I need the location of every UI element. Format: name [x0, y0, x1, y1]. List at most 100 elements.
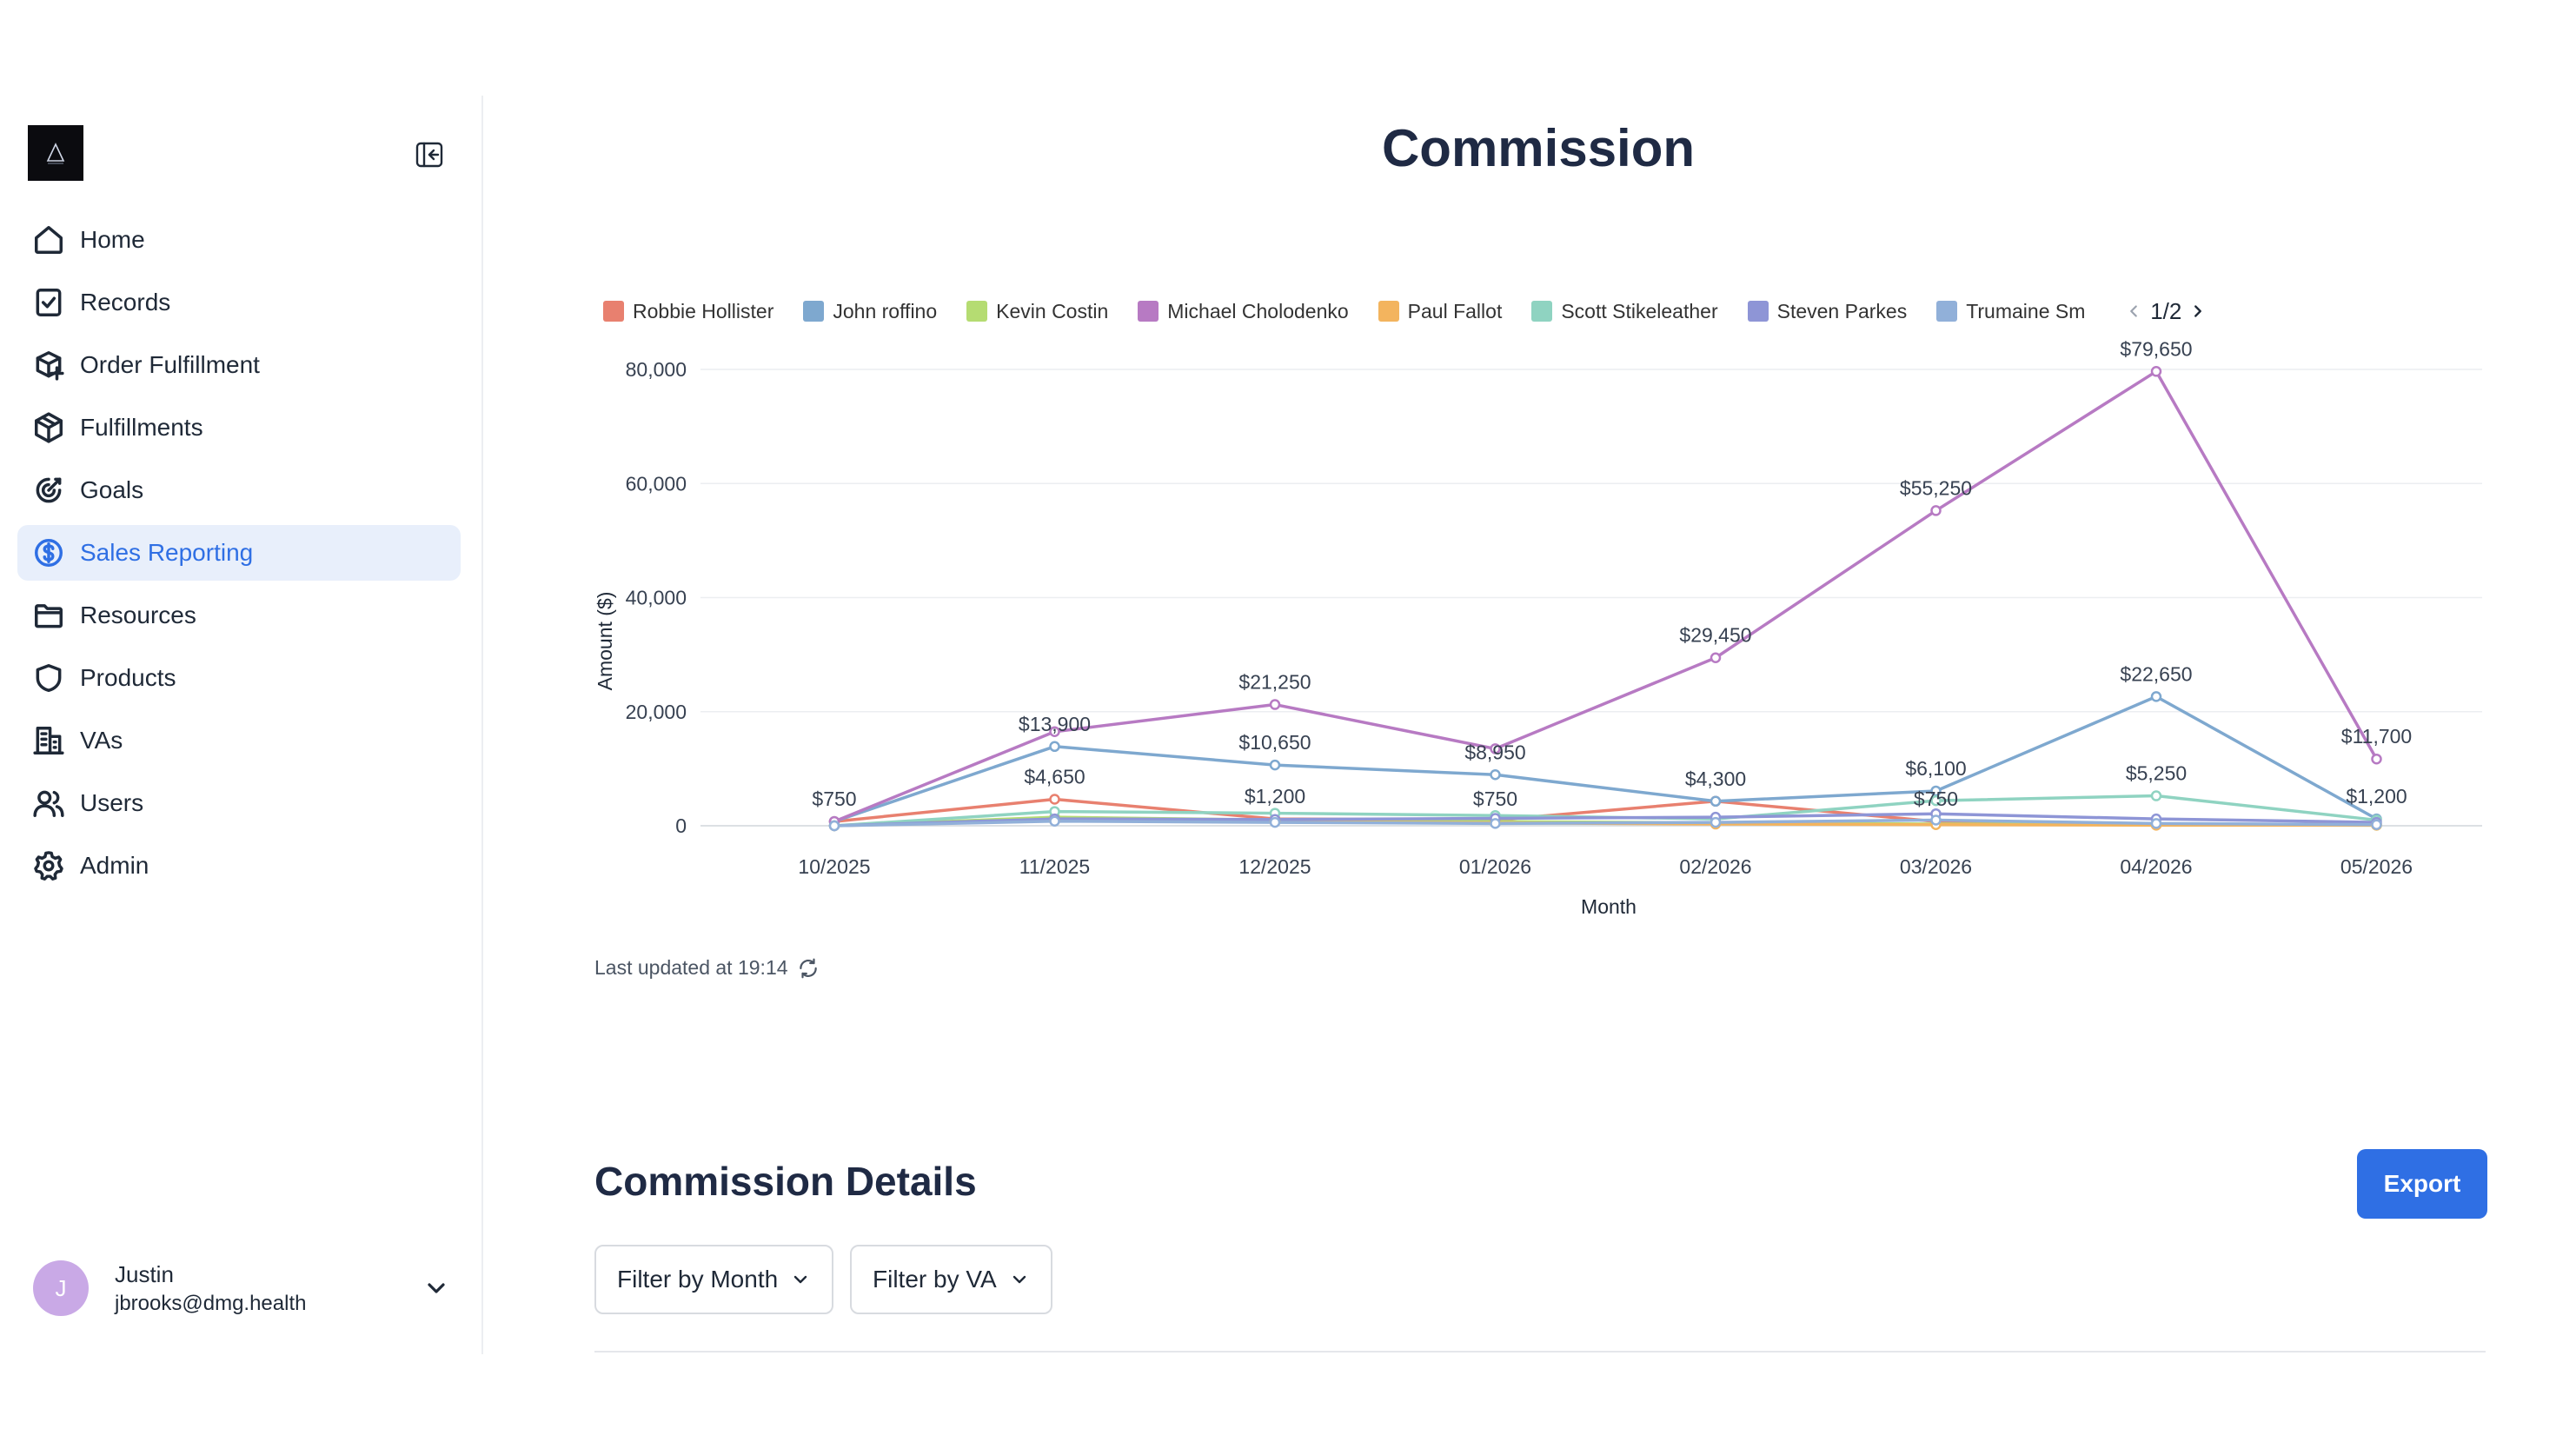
- series-line: [833, 818, 2377, 828]
- commission-chart: 0 20,000 40,000 60,000 80,000 10/2025 11/2025 1…: [594, 337, 2482, 918]
- sidebar-item-label: Admin: [80, 852, 149, 879]
- sidebar-item-label: Sales Reporting: [80, 539, 254, 566]
- data-point: [2150, 691, 2162, 702]
- sidebar-item-sales-reporting[interactable]: Sales Reporting: [17, 525, 461, 581]
- sidebar-item-label: Goals: [80, 476, 144, 503]
- legend-item[interactable]: Scott Stikeleather: [1531, 300, 1718, 323]
- data-label: $750: [812, 788, 856, 810]
- package-icon: [31, 410, 66, 445]
- shield-icon: [31, 661, 66, 695]
- legend-item[interactable]: Trumaine Sm: [1936, 300, 2101, 323]
- series-line: [833, 812, 2377, 828]
- sidebar-item-products[interactable]: Products: [17, 650, 461, 706]
- data-label: $11,700: [2341, 725, 2412, 748]
- sidebar-item-resources[interactable]: Resources: [17, 588, 461, 643]
- x-tick-label: 04/2026: [2120, 855, 2192, 878]
- data-label: $4,300: [1685, 768, 1746, 790]
- data-point: [1049, 741, 1060, 753]
- chevron-down-icon: [793, 1275, 807, 1284]
- chevron-down-icon[interactable]: [422, 1274, 450, 1302]
- data-label: $4,650: [1024, 765, 1085, 788]
- legend-label: Steven Parkes: [1776, 299, 1908, 322]
- home-icon: [31, 223, 66, 257]
- legend-item[interactable]: Steven Parkes: [1747, 299, 1908, 323]
- y-tick-label: 80,000: [626, 358, 687, 381]
- legend-swatch: [1378, 301, 1399, 322]
- data-point: [2371, 819, 2382, 830]
- sidebar-item-users[interactable]: Users: [17, 775, 461, 831]
- company-logo[interactable]: [28, 125, 83, 181]
- data-point: [1710, 795, 1722, 808]
- package-plus-icon: [31, 348, 66, 382]
- y-tick-label: 40,000: [626, 587, 687, 609]
- last-updated-text: Last updated at 19:14: [594, 956, 788, 979]
- user-info: Justin jbrooks@dmg.health: [115, 1261, 306, 1316]
- sidebar-item-home[interactable]: Home: [17, 212, 461, 268]
- data-point: [2150, 366, 2162, 377]
- sidebar-item-fulfillments[interactable]: Fulfillments: [17, 400, 461, 455]
- users-icon: [31, 786, 66, 821]
- filter-label: Filter by Month: [617, 1266, 779, 1293]
- series-line: [833, 695, 2378, 823]
- last-updated: Last updated at 19:14: [594, 956, 820, 980]
- sidebar-item-admin[interactable]: Admin: [17, 838, 461, 894]
- data-label: $6,100: [1905, 757, 1966, 780]
- x-tick-label: 03/2026: [1900, 855, 1972, 878]
- data-label: $13,900: [1019, 713, 1091, 735]
- data-label: $55,250: [1900, 476, 1972, 499]
- data-label: $5,250: [2126, 762, 2187, 785]
- data-point: [1049, 726, 1060, 737]
- user-menu[interactable]: J Justin jbrooks@dmg.health: [33, 1253, 450, 1323]
- x-tick-label: 11/2025: [1019, 855, 1090, 878]
- filter-label: Filter by VA: [873, 1266, 997, 1293]
- x-tick-label: 01/2026: [1459, 855, 1531, 878]
- data-point: [1269, 816, 1281, 828]
- section-title: Commission Details: [594, 1159, 977, 1204]
- refresh-icon[interactable]: [797, 957, 820, 980]
- export-button[interactable]: Export: [2357, 1149, 2487, 1219]
- legend-label: Robbie Hollister: [633, 299, 774, 322]
- legend-label: Paul Fallot: [1407, 299, 1503, 322]
- filter-by-va-dropdown[interactable]: Filter by VA: [850, 1245, 1052, 1314]
- data-point: [1930, 794, 1942, 807]
- legend-swatch: [966, 301, 988, 322]
- filter-by-month-dropdown[interactable]: Filter by Month: [594, 1245, 834, 1314]
- legend-item[interactable]: Robbie Hollister: [603, 300, 773, 323]
- user-name: Justin: [115, 1260, 174, 1287]
- data-label: $79,650: [2120, 337, 2192, 360]
- series-line: [833, 369, 2379, 823]
- y-axis-label: Amount ($): [594, 592, 616, 691]
- sidebar: Home Records Order Fulfillment Fulfillme…: [0, 96, 483, 1354]
- data-point: [1930, 505, 1942, 516]
- sidebar-item-label: Fulfillments: [80, 414, 203, 441]
- sidebar-item-records[interactable]: Records: [17, 275, 461, 330]
- building-icon: [31, 723, 66, 758]
- legend-item[interactable]: Michael Cholodenko: [1138, 300, 1349, 323]
- legend-swatch: [1747, 301, 1769, 322]
- chevron-left-icon[interactable]: [2122, 300, 2145, 322]
- data-label: $10,650: [1238, 731, 1311, 754]
- x-tick-label: 12/2025: [1238, 855, 1311, 878]
- legend-item[interactable]: John roffino: [803, 300, 937, 323]
- commission-table: [594, 1351, 2486, 1354]
- sidebar-item-goals[interactable]: Goals: [17, 462, 461, 518]
- sidebar-item-vas[interactable]: VAs: [17, 713, 461, 768]
- chevron-right-icon[interactable]: [2187, 300, 2209, 322]
- legend-swatch: [603, 301, 624, 322]
- legend-item[interactable]: Paul Fallot: [1378, 299, 1503, 323]
- legend-swatch: [803, 301, 825, 322]
- legend-item[interactable]: Kevin Costin: [966, 300, 1108, 323]
- y-tick-label: 20,000: [626, 701, 687, 723]
- data-point: [1269, 759, 1281, 771]
- data-point: [828, 820, 840, 832]
- data-point: [1049, 815, 1060, 827]
- main-content: Commission 0 20,000 40,000 60,000 80,000 10/2…: [483, 96, 2576, 1354]
- data-point: [1710, 816, 1722, 828]
- sidebar-item-order-fulfillment[interactable]: Order Fulfillment: [17, 337, 461, 393]
- x-axis-label: Month: [1581, 895, 1637, 918]
- chart-legend: Robbie Hollister John roffino Kevin Costin…: [603, 296, 2209, 327]
- x-tick-label: 05/2026: [2340, 855, 2413, 878]
- chevron-down-icon: [1012, 1275, 1026, 1284]
- collapse-sidebar-icon[interactable]: [412, 137, 447, 172]
- data-point: [1269, 699, 1281, 710]
